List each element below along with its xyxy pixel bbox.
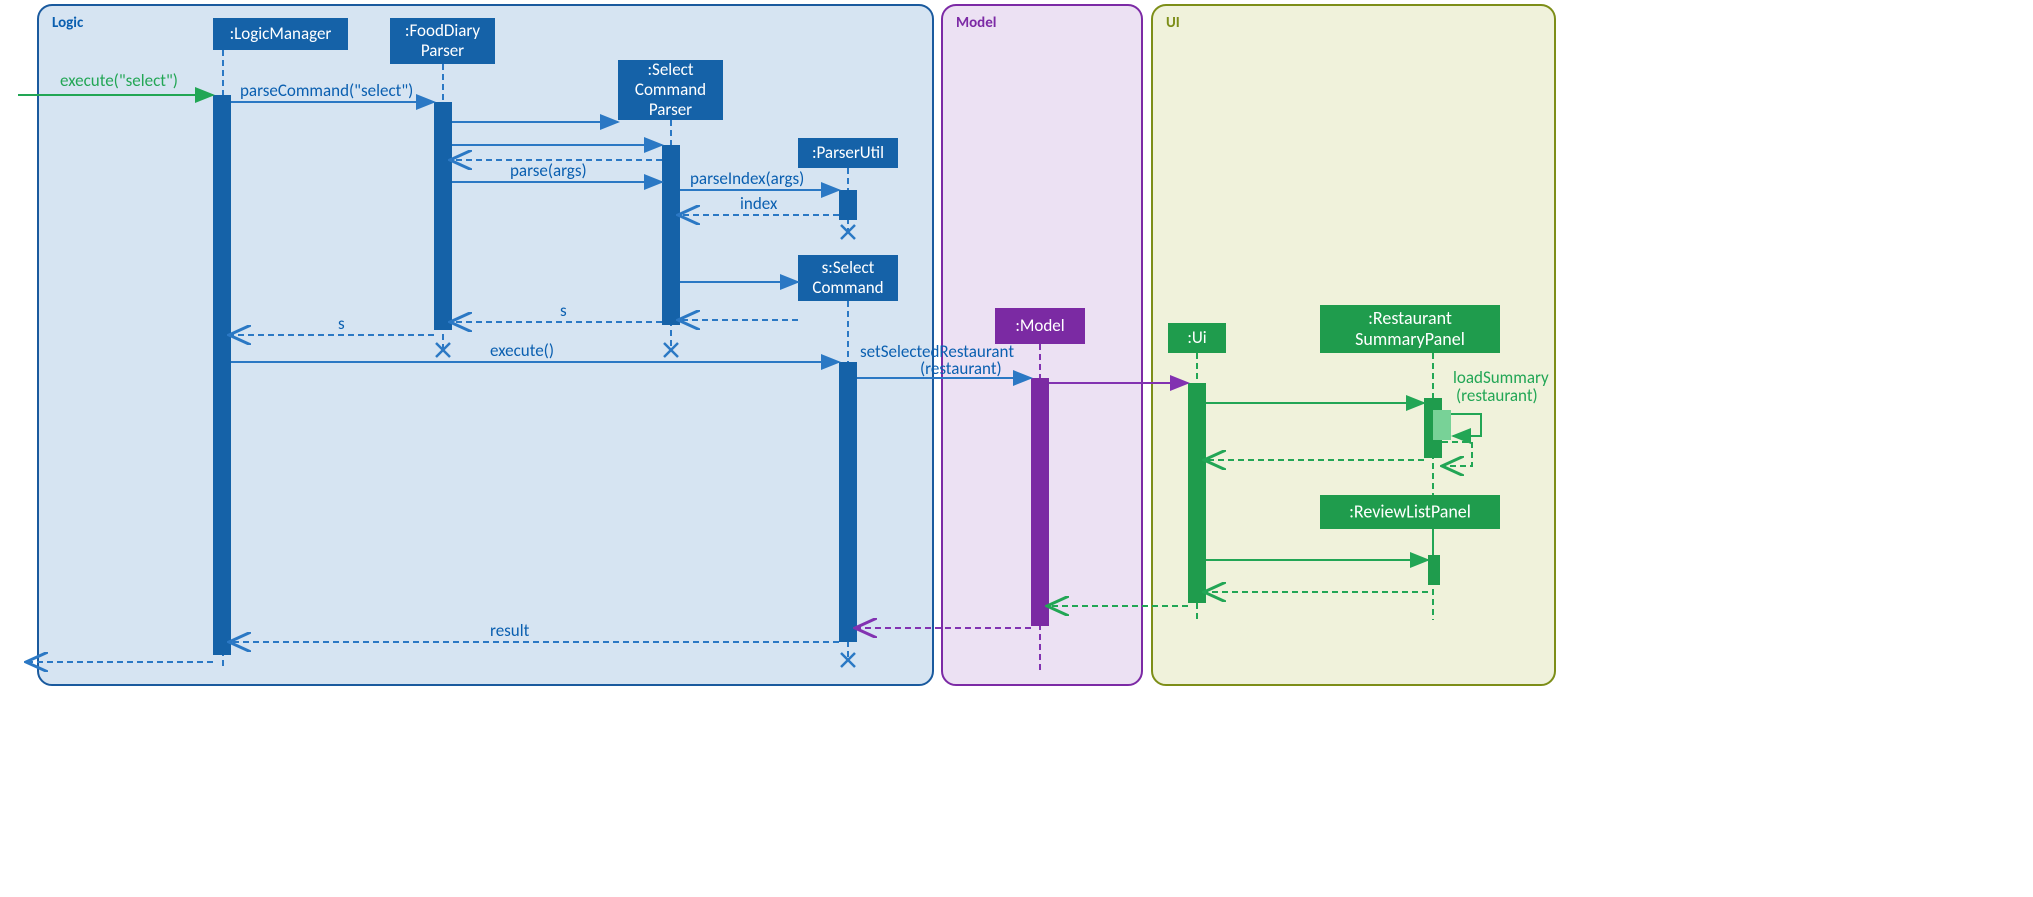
svg-text:parseCommand("select"): parseCommand("select") bbox=[240, 80, 413, 101]
svg-text::ReviewListPanel: :ReviewListPanel bbox=[1349, 501, 1471, 523]
svg-text:parse(args): parse(args) bbox=[510, 160, 587, 181]
svg-text::Restaurant: :Restaurant bbox=[1368, 307, 1452, 329]
region-label-model: Model bbox=[956, 14, 996, 32]
svg-text:execute(): execute() bbox=[490, 340, 554, 361]
svg-text:execute("select"): execute("select") bbox=[60, 70, 178, 91]
svg-text::Model: :Model bbox=[1015, 315, 1064, 336]
svg-text:(restaurant): (restaurant) bbox=[920, 358, 1002, 379]
region-label-logic: Logic bbox=[52, 14, 84, 32]
svg-text:Command: Command bbox=[812, 277, 883, 298]
svg-text::LogicManager: :LogicManager bbox=[230, 23, 332, 44]
region-label-ui: UI bbox=[1166, 14, 1180, 32]
svg-text:result: result bbox=[490, 620, 530, 641]
svg-text:Parser: Parser bbox=[421, 40, 464, 61]
svg-text:s: s bbox=[560, 300, 567, 321]
svg-text:parseIndex(args): parseIndex(args) bbox=[690, 168, 804, 189]
svg-text:s:Select: s:Select bbox=[822, 257, 875, 278]
svg-text:index: index bbox=[740, 193, 778, 214]
svg-text:s: s bbox=[338, 313, 345, 334]
svg-text::Select: :Select bbox=[647, 59, 693, 80]
svg-text:(restaurant): (restaurant) bbox=[1456, 385, 1538, 406]
svg-text:Command: Command bbox=[635, 79, 706, 100]
svg-text::Ui: :Ui bbox=[1187, 327, 1206, 348]
sequence-diagram: LogicModelUI:LogicManager:FoodDiaryParse… bbox=[0, 0, 1560, 700]
svg-text:SummaryPanel: SummaryPanel bbox=[1355, 328, 1465, 350]
svg-text:Parser: Parser bbox=[649, 99, 692, 120]
svg-text::ParserUtil: :ParserUtil bbox=[812, 142, 884, 163]
svg-text::FoodDiary: :FoodDiary bbox=[405, 20, 481, 41]
